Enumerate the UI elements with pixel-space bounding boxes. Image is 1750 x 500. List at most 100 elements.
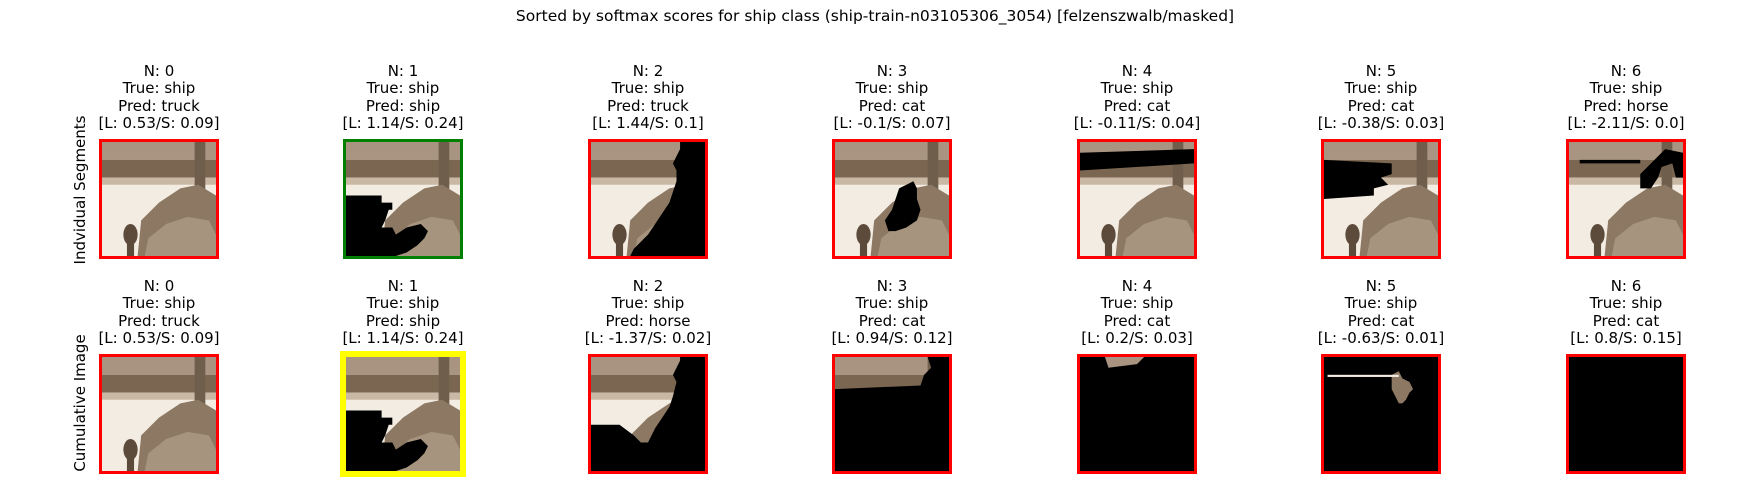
panel-score: [L: -1.37/S: 0.02] — [584, 328, 712, 347]
photo-beam-edge — [835, 177, 949, 185]
panel-index: N: 5 — [1365, 277, 1397, 295]
panel-index: N: 2 — [632, 62, 664, 80]
photo-bird — [1345, 223, 1360, 246]
panel-pred-label: Pred: horse — [605, 311, 691, 330]
photo-top-band — [591, 142, 705, 160]
mask-region — [1569, 357, 1683, 471]
mask-region — [346, 195, 428, 256]
panel-caption: N: 2 True: ship Pred: truck [L: 1.44/S: 0.1… — [538, 62, 758, 132]
panel-pred-label: Pred: cat — [858, 96, 926, 115]
photo-rocks — [877, 216, 949, 256]
panel-true-label: True: ship — [366, 294, 440, 313]
photo-beam — [346, 159, 460, 178]
image-panel — [99, 139, 219, 259]
image-panel — [340, 351, 466, 477]
panel-true-label: True: ship — [855, 79, 929, 98]
panel-score: [L: -2.11/S: 0.0] — [1567, 113, 1685, 132]
photo-bird — [612, 223, 627, 246]
panel-score: [L: 1.14/S: 0.24] — [342, 113, 464, 132]
image-panel — [1566, 354, 1686, 474]
figure-title: Sorted by softmax scores for ship class … — [515, 7, 1235, 25]
panel-index: N: 0 — [143, 277, 175, 295]
panel-index: N: 4 — [1121, 62, 1153, 80]
panel-pred-label: Pred: truck — [607, 96, 689, 115]
panel-pred-label: Pred: cat — [858, 311, 926, 330]
photo-bird-legs — [615, 241, 624, 256]
mask-region — [1324, 159, 1392, 199]
panel-true-label: True: ship — [366, 79, 440, 98]
photo-beam-edge — [346, 177, 460, 185]
panel-caption: N: 2 True: ship Pred: horse [L: -1.37/S: 0.… — [538, 277, 758, 347]
photo-bird-legs — [126, 456, 135, 471]
panel-pred-label: Pred: ship — [365, 96, 441, 115]
panel-pred-label: Pred: cat — [1103, 311, 1171, 330]
panel-true-label: True: ship — [1589, 294, 1663, 313]
panel-index: N: 4 — [1121, 277, 1153, 295]
image-panel — [99, 354, 219, 474]
photo-beam-edge — [102, 392, 216, 400]
photo-top-band — [102, 357, 216, 375]
panel-true-label: True: ship — [1100, 79, 1174, 98]
panel-score: [L: 0.94/S: 0.12] — [831, 328, 953, 347]
panel-score: [L: 0.53/S: 0.09] — [98, 113, 220, 132]
panel-pred-label: Pred: truck — [118, 96, 200, 115]
panel-caption: N: 3 True: ship Pred: cat [L: -0.1/S: 0.07] — [782, 62, 1002, 132]
photo-beam-edge — [591, 392, 705, 400]
panel-pred-label: Pred: ship — [365, 311, 441, 330]
panel-true-label: True: ship — [1344, 79, 1418, 98]
panel-score: [L: -0.38/S: 0.03] — [1317, 113, 1445, 132]
panel-pred-label: Pred: cat — [1347, 96, 1415, 115]
photo-rocks — [144, 216, 216, 256]
photo-top-band — [835, 357, 949, 375]
photo-top-band — [1569, 142, 1683, 160]
mask-region — [1579, 159, 1641, 164]
panel-true-label: True: ship — [1100, 294, 1174, 313]
panel-pred-label: Pred: cat — [1103, 96, 1171, 115]
panel-score: [L: 0.8/S: 0.15] — [1570, 328, 1682, 347]
photo-beam — [102, 159, 216, 178]
panel-caption: N: 4 True: ship Pred: cat [L: -0.11/S: 0.04… — [1027, 62, 1247, 132]
image-panel — [1321, 354, 1441, 474]
panel-true-label: True: ship — [611, 294, 685, 313]
mask-region — [835, 357, 949, 471]
panel-score: [L: 1.44/S: 0.1] — [592, 113, 704, 132]
panel-pred-label: Pred: cat — [1347, 311, 1415, 330]
panel-caption: N: 4 True: ship Pred: cat [L: 0.2/S: 0.03] — [1027, 277, 1247, 347]
photo-bird — [123, 223, 138, 246]
panel-index: N: 1 — [387, 62, 419, 80]
panel-pred-label: Pred: truck — [118, 311, 200, 330]
mask-region — [1324, 357, 1438, 471]
mask-region — [1640, 149, 1683, 189]
photo-beam-edge — [102, 177, 216, 185]
panel-caption: N: 5 True: ship Pred: cat [L: -0.63/S: 0.01… — [1271, 277, 1491, 347]
panel-index: N: 0 — [143, 62, 175, 80]
panel-true-label: True: ship — [1589, 79, 1663, 98]
photo-beam-edge — [591, 177, 705, 185]
photo-top-band — [102, 142, 216, 160]
photo-beam-edge — [346, 392, 460, 400]
panel-index: N: 2 — [632, 277, 664, 295]
image-panel — [588, 139, 708, 259]
panel-index: N: 1 — [387, 277, 419, 295]
panel-pred-label: Pred: cat — [1592, 311, 1660, 330]
photo-rocks — [1366, 216, 1438, 256]
photo-beam — [102, 374, 216, 393]
row-label-cumulative-image: Cumulative Image — [71, 334, 89, 472]
panel-caption: N: 0 True: ship Pred: truck [L: 0.53/S: 0.0… — [49, 277, 269, 347]
panel-true-label: True: ship — [122, 294, 196, 313]
panel-true-label: True: ship — [611, 79, 685, 98]
mask-region — [884, 181, 921, 232]
photo-bird-legs — [126, 241, 135, 256]
mask-region — [591, 357, 705, 471]
panel-caption: N: 1 True: ship Pred: ship [L: 1.14/S: 0.24… — [293, 277, 513, 347]
mask-region — [346, 410, 428, 471]
row-label-individual-segments: Indvidual Segments — [71, 115, 89, 265]
photo-top-band — [346, 142, 460, 160]
panel-index: N: 6 — [1610, 277, 1642, 295]
photo-bird — [1590, 223, 1605, 246]
panel-true-label: True: ship — [855, 294, 929, 313]
photo-bird-legs — [1593, 241, 1602, 256]
panel-caption: N: 6 True: ship Pred: horse [L: -2.11/S: 0.… — [1516, 62, 1736, 132]
panel-score: [L: 0.2/S: 0.03] — [1081, 328, 1193, 347]
photo-bird-legs — [1104, 241, 1113, 256]
